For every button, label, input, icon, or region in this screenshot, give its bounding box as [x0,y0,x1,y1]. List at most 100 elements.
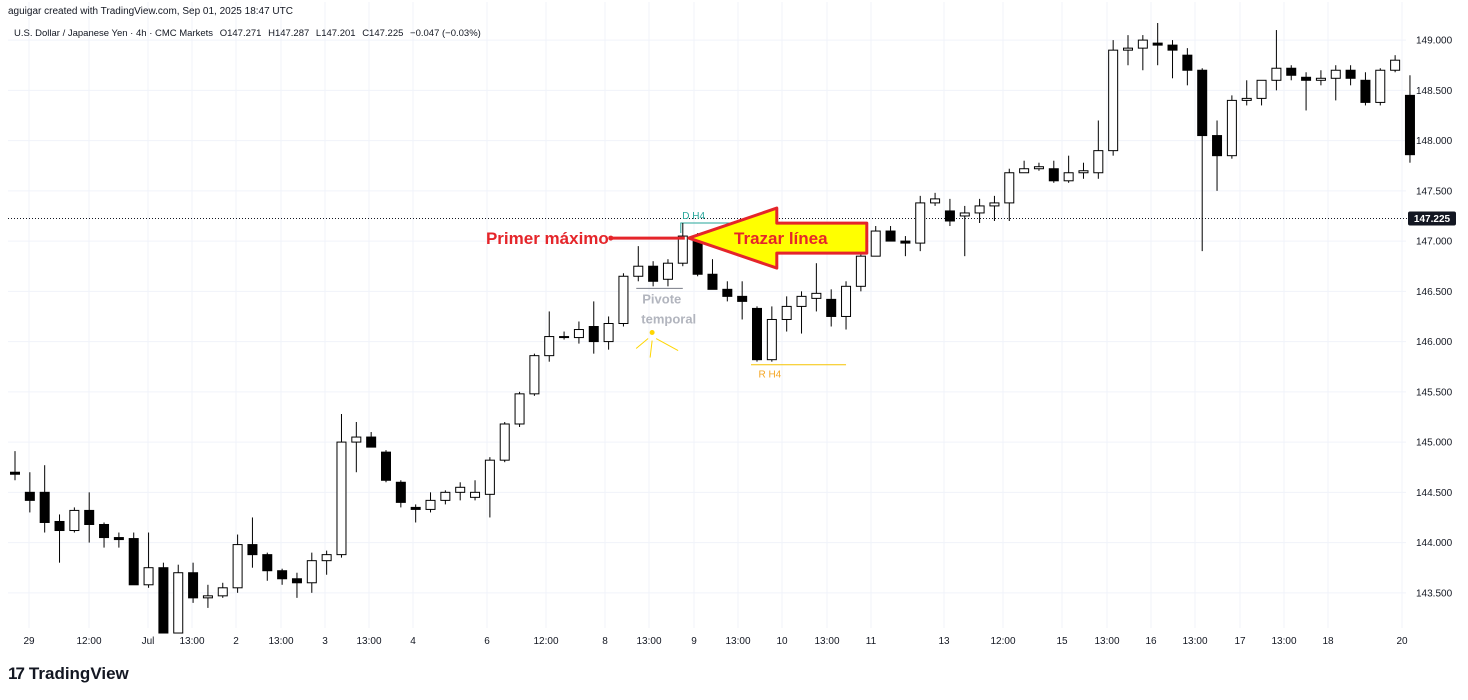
candle-body [84,509,95,525]
candle-body [1375,69,1386,103]
x-tick-label: 13:00 [1182,636,1207,647]
candle-body [826,298,837,317]
candle [1063,155,1074,183]
candle [544,311,555,362]
candle-body [113,537,124,541]
candle [143,532,154,588]
candle-body [202,595,213,599]
x-tick-label: 18 [1322,636,1334,647]
candle [514,391,525,428]
candle [841,281,852,330]
candle-body [277,570,288,580]
candle-body [158,567,169,634]
candle-body [1182,54,1193,71]
x-tick-label: 13:00 [1094,636,1119,647]
candle [1315,70,1326,86]
candle-body [69,509,80,532]
candle [781,296,792,332]
candle [232,534,243,593]
candle-body [1286,67,1297,76]
candle-body [247,544,258,556]
pivot-label: Pivote [642,291,681,306]
x-tick-label: 13:00 [814,636,839,647]
candle [499,421,510,463]
pivot-dot [649,330,655,336]
candle-body [1271,67,1282,81]
candle-body [1093,150,1104,174]
current-price-label: 147.225 [1414,214,1451,225]
candle-body [544,336,555,357]
x-tick-label: 12:00 [990,636,1015,647]
tradingview-brand[interactable]: 17 TradingView [8,664,129,684]
candle-body [1390,59,1401,71]
candle-body [366,436,377,448]
candle-body [351,436,362,443]
candle [410,504,421,523]
symbol-legend: U.S. Dollar / Japanese Yen · 4h · CMC Ma… [14,28,485,39]
x-tick-label: 13:00 [636,636,661,647]
candle [306,552,317,593]
candle [826,289,837,327]
candle [915,195,926,252]
candle-body [633,265,644,277]
x-tick-label: 4 [410,636,416,647]
candle [1226,95,1237,159]
candle-body [484,459,495,495]
candle-body [752,307,762,361]
annotations: Pivote temporal Primer máximo Trazar línea [486,206,869,358]
candle-body [662,262,673,280]
candle-body [262,554,273,572]
price-axis: 143.500 144.000 144.500 145.000 145.500 146.0… [1416,36,1453,600]
x-tick-label: 13:00 [268,636,293,647]
candle [425,492,436,513]
candle-body [499,423,510,461]
candle-body [796,295,807,307]
pivot-ray [635,338,649,349]
x-tick-label: 11 [866,636,877,647]
x-tick-label: 6 [484,636,490,647]
candle-body [1048,168,1059,182]
candle [989,195,1000,221]
candle-body [722,288,733,297]
candle [128,532,139,586]
candle [1390,55,1401,73]
candle-body [1197,69,1208,137]
y-tick-label: 149.000 [1416,36,1453,47]
candle-body [841,285,852,317]
candle [1404,75,1415,163]
x-tick-label: 13:00 [725,636,750,647]
y-tick-label: 144.500 [1416,488,1453,499]
candle [1197,68,1208,252]
candle-body [1330,69,1341,79]
candle [1093,120,1104,179]
candle [351,421,362,473]
x-tick-label: 13:00 [179,636,204,647]
candle-body [291,578,302,584]
candle-body [395,481,406,503]
candle-body [959,212,970,217]
candle [247,517,258,568]
candle [648,261,659,287]
y-tick-label: 148.500 [1416,86,1453,97]
candle-body [989,202,1000,207]
ohlc-open: O147.271 [219,28,262,39]
candle-body [1152,42,1163,46]
candle-body [1167,44,1178,51]
candle [39,465,50,533]
candle [291,572,302,598]
trazar-linea-arrow [687,206,869,270]
primer-maximo-label: Primer máximo [486,229,609,248]
candle [722,281,733,302]
candle [1301,72,1312,111]
r-h4-label: R H4 [758,370,781,381]
y-tick-label: 145.000 [1416,438,1453,449]
candle [1375,68,1386,106]
ohlc-high: H147.287 [268,28,310,39]
candle [188,562,199,603]
candle-body [603,322,614,343]
candle-body [1241,97,1252,101]
candle [1256,79,1267,106]
x-tick-label: 13:00 [356,636,381,647]
candle [84,492,95,543]
